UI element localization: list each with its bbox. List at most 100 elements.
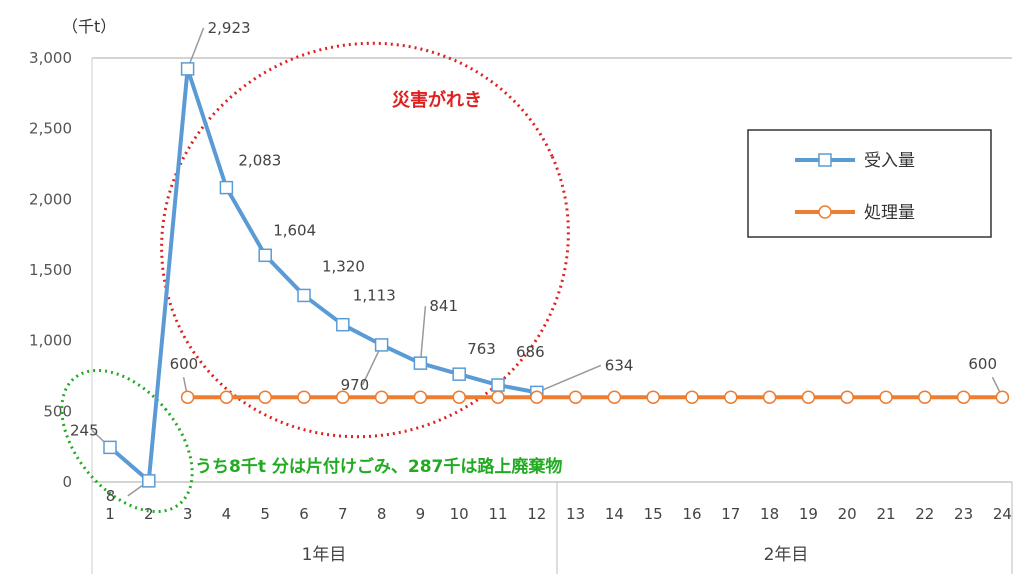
legend: 受入量 処理量 [747, 129, 992, 238]
data-point-1 [530, 390, 544, 404]
x-tick-label: 11 [488, 505, 507, 523]
x-tick-label: 21 [876, 505, 895, 523]
data-label: 686 [516, 343, 545, 361]
legend-label-processing: 処理量 [864, 203, 915, 223]
x-tick-label: 22 [915, 505, 934, 523]
x-tick-label: 10 [450, 505, 469, 523]
y-tick-label: 0 [62, 473, 72, 491]
y-tick-label: 2,000 [29, 190, 72, 208]
data-point-1 [258, 390, 272, 404]
data-point-0 [219, 180, 234, 195]
y-tick-label: 3,000 [29, 49, 72, 67]
data-point-1 [374, 390, 389, 404]
data-point-1 [568, 390, 583, 404]
x-tick-label: 5 [260, 505, 270, 523]
data-point-1 [840, 390, 854, 404]
leader-line [419, 306, 427, 364]
data-label: 2,083 [238, 152, 281, 170]
legend-marker-intake [818, 153, 832, 167]
x-tick-label: 13 [566, 505, 585, 523]
x-tick-label: 24 [993, 505, 1012, 523]
data-point-0 [452, 367, 466, 381]
data-point-1 [452, 390, 466, 404]
x-tick-label: 19 [799, 505, 818, 523]
data-point-0 [103, 440, 117, 455]
x-tick-label: 15 [644, 505, 663, 523]
data-label: 763 [467, 340, 496, 358]
data-point-1 [297, 390, 311, 404]
series-group [103, 62, 1010, 488]
data-label: 1,604 [273, 221, 316, 239]
x-tick-label: 7 [338, 505, 348, 523]
data-point-0 [491, 378, 505, 392]
x-tick-label: 23 [954, 505, 973, 523]
x-tick-label: 17 [721, 505, 740, 523]
data-label: 600 [170, 355, 199, 373]
data-point-0 [142, 474, 156, 488]
data-point-1 [879, 390, 893, 404]
data-label: 634 [605, 356, 634, 374]
cleanup-note-annotation: うち8千t 分は片付けごみ、287千は路上廃棄物 [195, 456, 562, 477]
data-label: 245 [70, 421, 99, 439]
data-point-1 [646, 390, 660, 404]
x-tick-label: 12 [527, 505, 546, 523]
disaster-debris-ellipse [160, 41, 570, 439]
data-point-0 [180, 62, 195, 76]
x-tick-label: 4 [222, 505, 232, 523]
x-tick-label: 9 [416, 505, 426, 523]
y-tick-label: 2,500 [29, 120, 72, 138]
year-group-label-2: 2年目 [764, 545, 809, 565]
x-tick-label: 16 [682, 505, 701, 523]
data-point-0 [297, 288, 311, 303]
year-group-label-1: 1年目 [302, 545, 347, 565]
x-tick-label: 3 [183, 505, 193, 523]
data-point-1 [956, 390, 971, 404]
data-point-0 [336, 317, 350, 332]
leader-line [186, 27, 205, 70]
initial-months-ellipse [60, 368, 194, 514]
x-tick-label: 6 [299, 505, 309, 523]
data-point-1 [491, 390, 505, 404]
data-label: 8 [106, 487, 116, 505]
x-tick-label: 2 [144, 505, 154, 523]
legend-label-intake: 受入量 [864, 151, 915, 171]
label-leader-lines [91, 27, 1004, 497]
x-tick-label: 1 [105, 505, 115, 523]
y-unit-label: （千t） [62, 17, 116, 36]
data-label: 2,923 [208, 19, 251, 37]
data-label: 841 [429, 297, 458, 315]
data-point-1 [724, 390, 738, 404]
data-point-1 [995, 390, 1010, 404]
data-point-1 [801, 390, 816, 404]
disaster-debris-annotation: 災害がれき [392, 89, 482, 111]
data-point-1 [180, 390, 195, 404]
data-point-1 [413, 390, 428, 404]
x-tick-label: 20 [838, 505, 857, 523]
y-tick-label: 500 [43, 402, 72, 420]
data-point-0 [374, 338, 389, 352]
data-point-1 [219, 390, 234, 404]
x-tick-label: 8 [377, 505, 387, 523]
leader-line [536, 364, 602, 394]
x-tick-labels: 1 2 3 4 5 6 7 8 9 10 11 12 13 14 15 16 17 18 19 20 21 22 23 24 [105, 505, 1012, 523]
y-tick-label: 1,000 [29, 332, 72, 350]
y-tick-labels: 0 500 1,000 1,500 2,000 2,500 3,000 [29, 49, 72, 491]
data-point-1 [607, 390, 622, 404]
data-point-1 [762, 390, 777, 404]
data-labels: 245 8 2,923 2,083 1,604 1,320 1,113 970 841 763 68… [70, 19, 997, 505]
y-tick-label: 1,500 [29, 261, 72, 279]
data-label: 600 [968, 355, 997, 373]
data-label: 970 [341, 376, 370, 394]
data-label: 1,320 [322, 257, 365, 275]
legend-box [747, 129, 992, 238]
data-label: 1,113 [353, 287, 396, 305]
data-point-1 [336, 390, 350, 404]
data-point-0 [413, 356, 428, 370]
data-point-1 [685, 390, 699, 404]
data-point-1 [918, 390, 932, 404]
legend-marker-processing [818, 205, 832, 219]
data-point-0 [258, 248, 272, 263]
x-tick-label: 18 [760, 505, 779, 523]
x-tick-label: 14 [605, 505, 624, 523]
